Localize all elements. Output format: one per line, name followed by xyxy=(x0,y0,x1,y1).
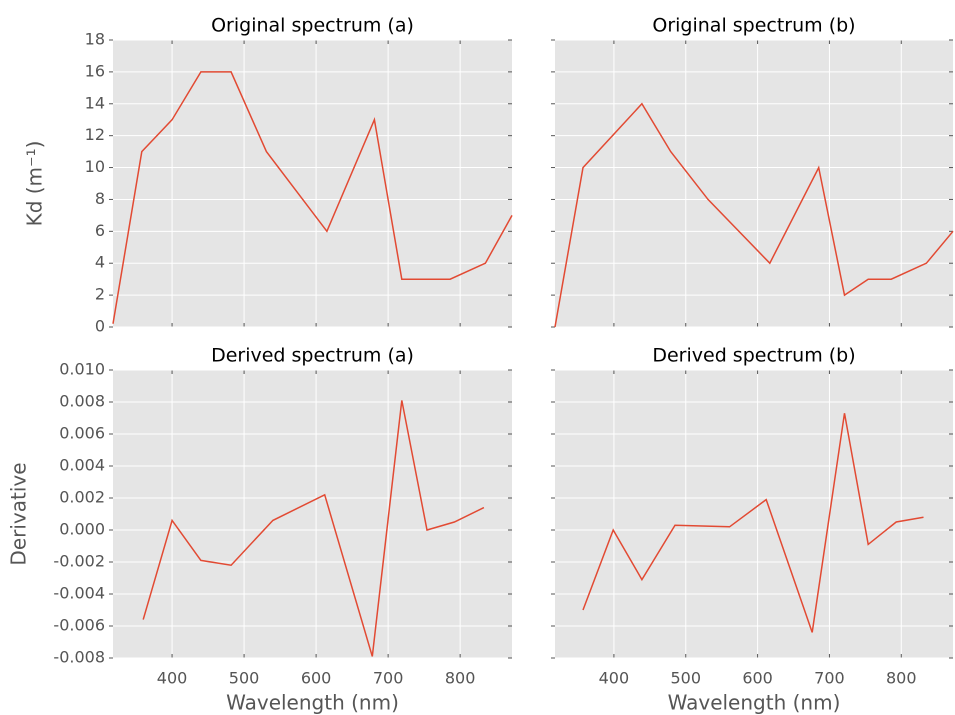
x-tick-label: 800 xyxy=(445,669,476,688)
subplot-title: Original spectrum (a) xyxy=(211,15,414,37)
subplot-title: Derived spectrum (a) xyxy=(211,345,414,367)
y-tick-label: 0.006 xyxy=(59,424,105,443)
x-tick-label: 600 xyxy=(301,669,332,688)
y-tick-label: 0.000 xyxy=(59,520,105,539)
y-tick-label: 8 xyxy=(95,189,105,208)
x-tick-label: 500 xyxy=(229,669,260,688)
x-tick-label: 700 xyxy=(373,669,404,688)
plot-background xyxy=(113,370,512,658)
y-tick-label: 18 xyxy=(85,30,105,49)
y-tick-label: 16 xyxy=(85,61,105,80)
data-line xyxy=(554,102,954,328)
y-tick-label: -0.004 xyxy=(53,584,105,603)
x-tick-label: 400 xyxy=(157,669,188,688)
plot-background xyxy=(555,370,953,658)
x-tick-label: 700 xyxy=(814,669,845,688)
y-tick-label: 6 xyxy=(95,221,105,240)
y-tick-label: -0.006 xyxy=(53,616,105,635)
y-tick-label: 12 xyxy=(85,125,105,144)
y-tick-label: 0.004 xyxy=(59,456,105,475)
y-tick-label: 4 xyxy=(95,253,105,272)
y-tick-label: 0.008 xyxy=(59,392,105,411)
x-axis-label: Wavelength (nm) xyxy=(668,691,841,715)
data-line xyxy=(112,71,513,324)
data-line xyxy=(582,413,924,633)
plot-background xyxy=(113,40,512,327)
x-axis-label: Wavelength (nm) xyxy=(226,691,399,715)
x-tick-label: 400 xyxy=(599,669,630,688)
subplot-title: Derived spectrum (b) xyxy=(652,345,855,367)
y-tick-label: 0.010 xyxy=(59,360,105,379)
y-tick-label: -0.002 xyxy=(53,552,105,571)
y-tick-label: 2 xyxy=(95,285,105,304)
x-tick-label: 500 xyxy=(670,669,701,688)
x-tick-label: 600 xyxy=(742,669,773,688)
y-axis-label: Kd (m⁻¹) xyxy=(23,141,47,227)
plot-background xyxy=(555,40,953,327)
data-line xyxy=(142,400,485,657)
y-tick-label: 10 xyxy=(85,157,105,176)
y-axis-label: Derivative xyxy=(7,462,31,565)
y-tick-label: -0.008 xyxy=(53,648,105,667)
x-tick-label: 800 xyxy=(886,669,917,688)
y-tick-label: 0 xyxy=(95,317,105,336)
y-tick-label: 0.002 xyxy=(59,488,105,507)
subplot-title: Original spectrum (b) xyxy=(652,15,855,37)
y-tick-label: 14 xyxy=(85,93,105,112)
